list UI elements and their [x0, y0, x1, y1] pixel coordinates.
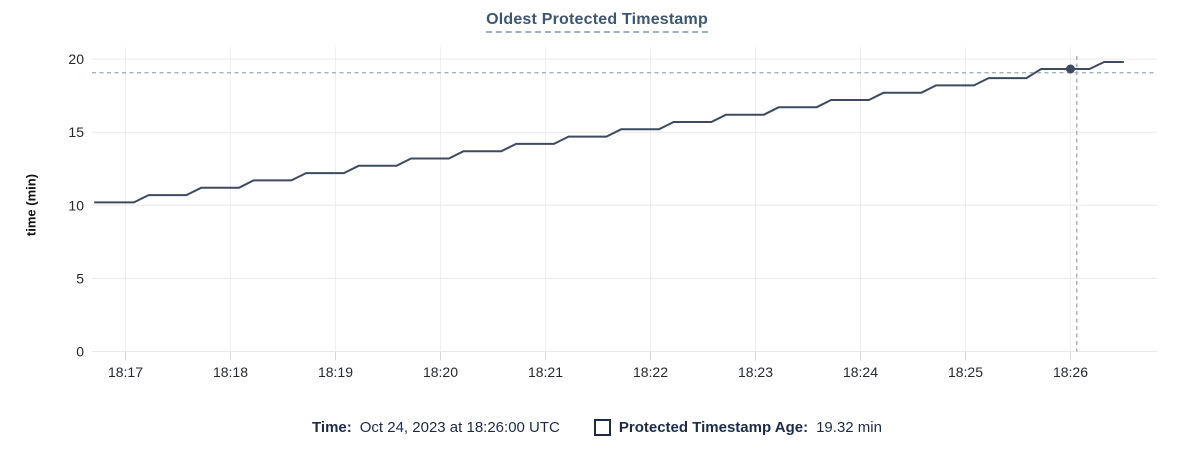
- chart-plot-area[interactable]: 18:17 18:18 18:19 18:20 18:21 18:22 18:23 18:24…: [0, 0, 1194, 400]
- y-tick-label: 20: [68, 51, 84, 67]
- legend-series-value: 19.32 min: [816, 419, 882, 436]
- x-tick-label: 18:20: [423, 364, 458, 380]
- y-tick-label: 10: [68, 197, 84, 213]
- x-tick-label: 18:23: [738, 364, 773, 380]
- y-tick-label: 0: [76, 344, 84, 360]
- series-checkbox-icon: [593, 419, 611, 436]
- y-tick-label: 5: [76, 270, 84, 286]
- legend-series-toggle[interactable]: Protected Timestamp Age: 19.32 min: [593, 419, 882, 436]
- series-line-protected-timestamp-age: [94, 61, 1124, 204]
- x-tick-label: 18:17: [108, 364, 143, 380]
- x-tick-label: 18:18: [213, 364, 248, 380]
- x-tick-label: 18:22: [633, 364, 668, 380]
- y-tick-label: 15: [68, 124, 84, 140]
- x-tick-label: 18:24: [843, 364, 878, 380]
- x-tick-label: 18:25: [948, 364, 983, 380]
- chart-title[interactable]: Oldest Protected Timestamp: [486, 11, 708, 33]
- x-tick-label: 18:21: [528, 364, 563, 380]
- legend-series-label: Protected Timestamp Age:: [618, 419, 809, 436]
- x-tick-label: 18:19: [318, 364, 353, 380]
- legend-time-label: Time:: [312, 419, 352, 436]
- chart-legend: Time: Oct 24, 2023 at 18:26:00 UTC Prote…: [0, 419, 1194, 436]
- hovered-data-point[interactable]: [1066, 64, 1075, 74]
- legend-time-value: Oct 24, 2023 at 18:26:00 UTC: [359, 419, 560, 436]
- x-tick-label: 18:26: [1053, 364, 1088, 380]
- chart-title-row: Oldest Protected Timestamp: [0, 11, 1194, 33]
